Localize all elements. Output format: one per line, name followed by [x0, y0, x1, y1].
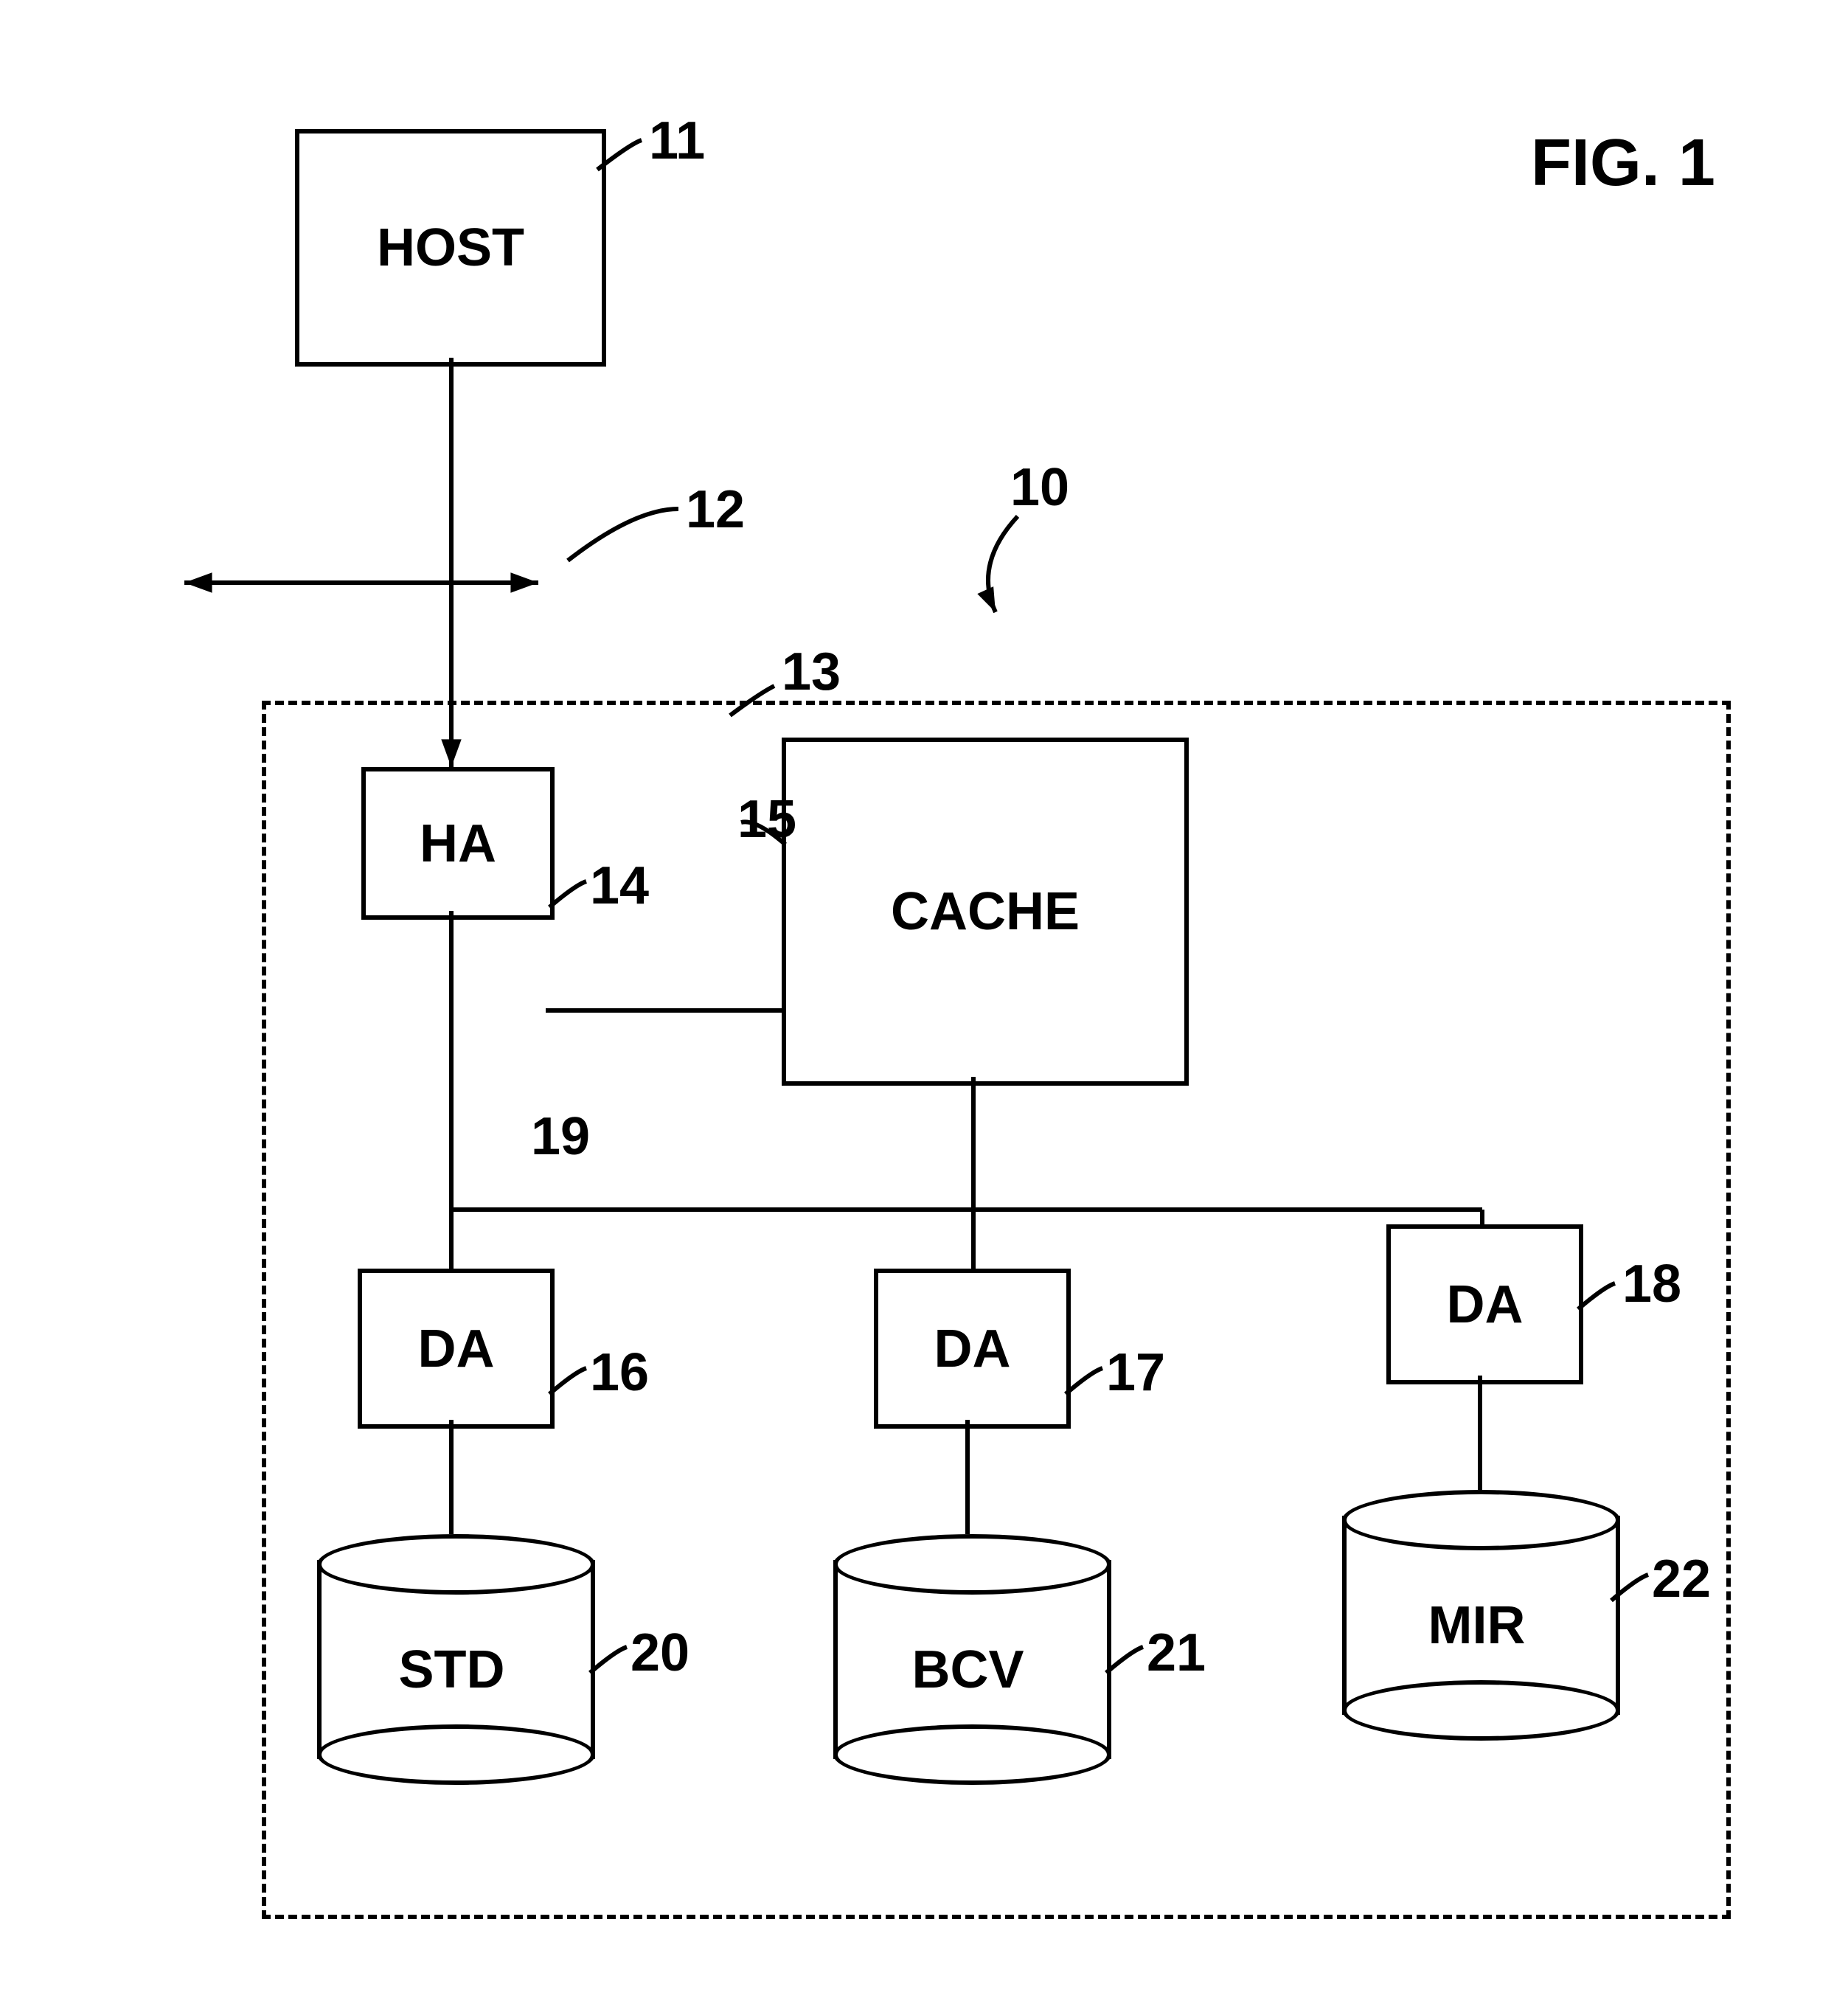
ref-19: 19 — [531, 1106, 590, 1167]
ref-15: 15 — [737, 789, 796, 850]
mir-label: MIR — [1342, 1595, 1611, 1656]
da3-block: DA — [1386, 1224, 1583, 1384]
ref-13: 13 — [782, 642, 841, 702]
std-label: STD — [317, 1640, 586, 1700]
da1-block: DA — [358, 1269, 555, 1429]
mir-cylinder: MIR — [1342, 1490, 1611, 1741]
ha-block: HA — [361, 767, 555, 920]
ref-16: 16 — [590, 1342, 649, 1403]
ref-20: 20 — [631, 1623, 689, 1683]
cache-block: CACHE — [782, 738, 1189, 1086]
ref-10: 10 — [1010, 457, 1069, 518]
figure-title: FIG. 1 — [1531, 125, 1715, 201]
diagram-canvas: FIG. 1 HOST HA CACHE DA DA DA STD BCV MIR 11 12 10 13… — [0, 0, 1848, 2001]
host-block: HOST — [295, 129, 606, 367]
std-cylinder: STD — [317, 1534, 586, 1785]
ref-22: 22 — [1652, 1549, 1711, 1609]
da2-block: DA — [874, 1269, 1071, 1429]
ref-18: 18 — [1622, 1254, 1681, 1314]
ref-17: 17 — [1106, 1342, 1165, 1403]
bcv-cylinder: BCV — [833, 1534, 1102, 1785]
ref-11: 11 — [649, 111, 705, 171]
ref-21: 21 — [1147, 1623, 1206, 1683]
bcv-label: BCV — [833, 1640, 1102, 1700]
ref-14: 14 — [590, 856, 649, 916]
ref-12: 12 — [686, 479, 745, 540]
